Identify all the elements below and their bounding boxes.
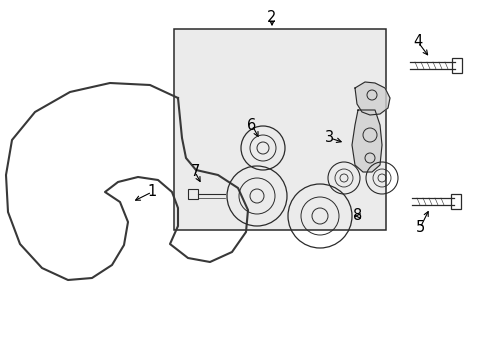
Bar xyxy=(450,194,460,209)
Text: 7: 7 xyxy=(190,165,199,180)
Text: 6: 6 xyxy=(247,117,256,132)
Text: 4: 4 xyxy=(412,35,422,49)
Text: 3: 3 xyxy=(325,130,334,145)
Text: 5: 5 xyxy=(414,220,424,235)
Text: 8: 8 xyxy=(353,208,362,224)
Polygon shape xyxy=(351,110,381,172)
Text: 2: 2 xyxy=(267,10,276,26)
Text: 1: 1 xyxy=(147,184,156,199)
Polygon shape xyxy=(354,82,389,115)
Bar xyxy=(187,189,198,199)
Bar xyxy=(451,58,461,73)
Bar xyxy=(173,29,386,230)
